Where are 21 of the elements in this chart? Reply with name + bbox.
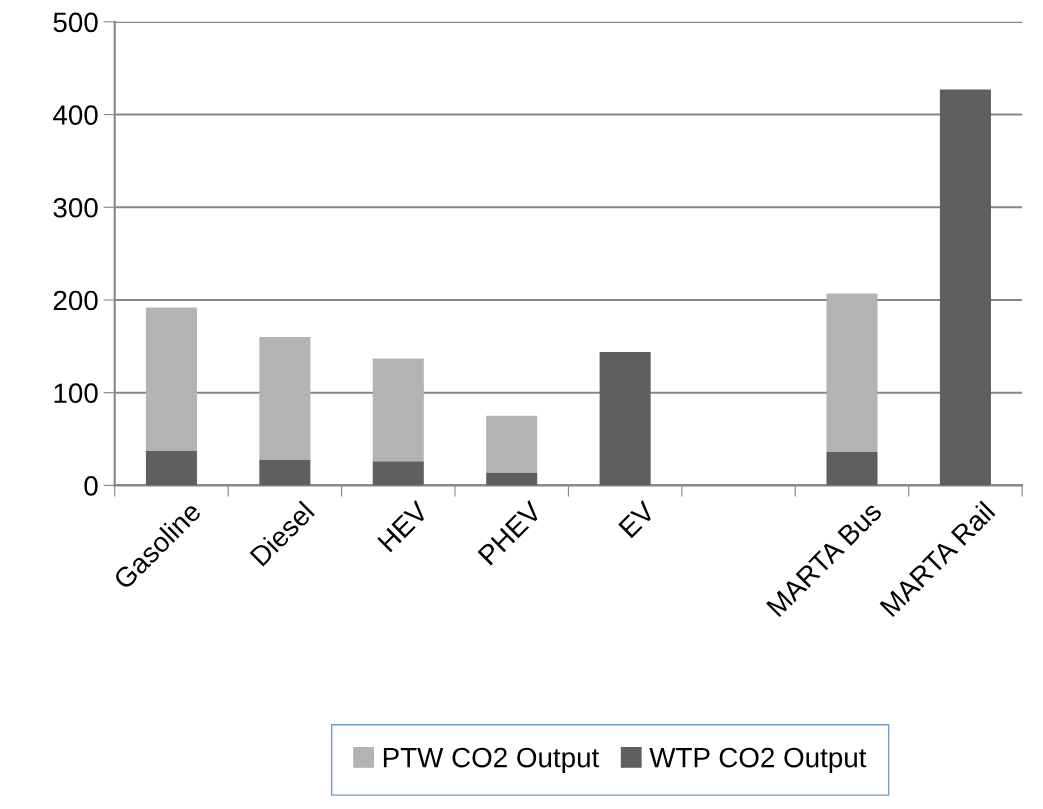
y-tick-label: 300 bbox=[53, 197, 98, 218]
bar bbox=[486, 415, 538, 473]
y-tick-label: 100 bbox=[54, 383, 98, 404]
x-tick-label: EV bbox=[618, 500, 657, 539]
y-tick-label: 200 bbox=[53, 290, 98, 311]
y-tick-label: 400 bbox=[53, 105, 98, 125]
bar bbox=[939, 89, 991, 486]
bar bbox=[372, 461, 424, 486]
bar bbox=[826, 293, 878, 453]
bar bbox=[826, 452, 878, 486]
bar bbox=[372, 358, 424, 462]
y-tick-label: 0 bbox=[84, 476, 98, 496]
bar bbox=[145, 451, 197, 486]
legend-label: PTW CO2 Output bbox=[383, 747, 600, 773]
bar bbox=[145, 307, 197, 452]
bar bbox=[599, 351, 651, 486]
y-tick-label: 500 bbox=[53, 12, 98, 33]
bar bbox=[259, 459, 311, 486]
legend-label: WTP CO2 Output bbox=[649, 747, 867, 773]
bar bbox=[259, 337, 311, 460]
bar bbox=[486, 472, 538, 486]
